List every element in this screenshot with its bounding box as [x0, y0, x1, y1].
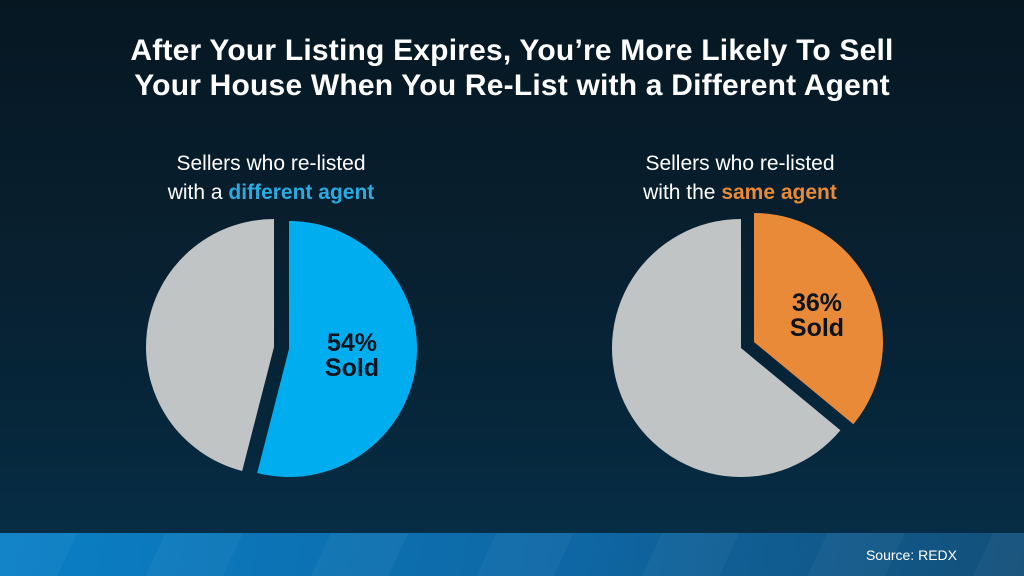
right-chart-heading-line-1: Sellers who re-listed	[645, 152, 835, 175]
right-chart-heading-line-2: with the same agent	[643, 178, 837, 207]
pie-chart-different-agent	[145, 219, 417, 477]
left-chart-heading-prefix: with a	[167, 181, 229, 204]
left-chart-heading-line-2: with a different agent	[168, 178, 375, 207]
left-chart-heading-line-1: Sellers who re-listed	[176, 152, 366, 175]
slide-title: After Your Listing Expires, You’re More …	[0, 33, 1024, 103]
left-chart-heading-highlight: different agent	[228, 181, 375, 204]
remainder-slice-gray	[612, 219, 841, 477]
left-pie-data-label-pct: 54%	[326, 329, 378, 357]
left-chart-heading: Sellers who re-listed with a different a…	[168, 149, 375, 207]
slide-title-line-2: Your House When You Re-List with a Diffe…	[134, 69, 890, 102]
right-chart-heading-highlight: same agent	[721, 181, 837, 204]
slide-title-line-1: After Your Listing Expires, You’re More …	[130, 34, 894, 67]
remainder-slice-gray	[145, 219, 274, 471]
left-pie-data-label: 54% Sold	[325, 331, 379, 381]
right-chart-heading: Sellers who re-listed with the same agen…	[643, 149, 837, 207]
right-chart-heading-prefix: with the	[643, 181, 722, 204]
source-label: Source: REDX	[865, 546, 957, 563]
right-pie-data-label-word: Sold	[789, 314, 845, 342]
sold-slice-orange	[754, 213, 884, 425]
right-pie-data-label: 36% Sold	[790, 291, 844, 341]
sold-slice-blue	[257, 221, 417, 477]
pie-chart-same-agent	[612, 213, 884, 477]
footer-band: Source: REDX	[0, 533, 1024, 576]
right-pie-data-label-pct: 36%	[791, 289, 843, 317]
left-pie-data-label-word: Sold	[324, 354, 380, 382]
